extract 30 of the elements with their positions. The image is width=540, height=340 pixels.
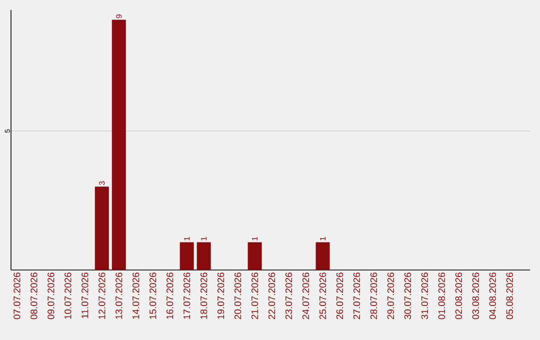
x-tick-label: 23.07.2026 [285, 272, 292, 320]
x-tick-label: 08.07.2026 [30, 272, 38, 320]
x-tick-label: 31.07.2026 [421, 272, 428, 320]
x-tick-label: 21.07.2026 [251, 272, 258, 320]
x-tick-label: 07.07.2026 [14, 272, 20, 320]
x-tick-label: 27.07.2026 [353, 272, 360, 320]
x-tick-label: 12.07.2026 [98, 272, 106, 319]
x-tick-label: 13.07.2026 [116, 272, 122, 319]
x-tick-label: 18.07.2026 [200, 272, 208, 319]
x-tick-label: 20.07.2026 [234, 272, 242, 320]
x-tick-label: 15.07.2026 [150, 272, 156, 319]
x-tick-label: 22.07.2026 [268, 272, 276, 320]
x-tick-label: 29.07.2026 [387, 272, 394, 320]
x-tick-label: 30.07.2026 [404, 272, 412, 320]
x-tick-label: 04.08.2026 [489, 272, 496, 320]
x-tick-label: 16.07.2026 [166, 272, 174, 319]
x-tick-label: 14.07.2026 [132, 272, 140, 319]
x-tick-label: 19.07.2026 [217, 272, 224, 319]
x-tick-label: 03.08.2026 [472, 272, 479, 320]
x-tick-label: 09.07.2026 [48, 272, 54, 320]
x-tick-label: 17.07.2026 [183, 272, 190, 319]
x-tick-label: 24.07.2026 [302, 272, 310, 320]
x-tick-label: 25.07.2026 [319, 272, 326, 320]
x-tick-label: 26.07.2026 [336, 272, 344, 320]
x-tick-label: 11.07.2026 [82, 272, 88, 318]
x-tick-label: 05.08.2026 [506, 272, 513, 320]
x-tick-label: 10.07.2026 [64, 272, 72, 319]
x-tick-label: 02.08.2026 [455, 272, 462, 320]
x-tick-label: 28.07.2026 [370, 272, 378, 320]
x-tick-label: 01.08.2026 [438, 272, 446, 320]
